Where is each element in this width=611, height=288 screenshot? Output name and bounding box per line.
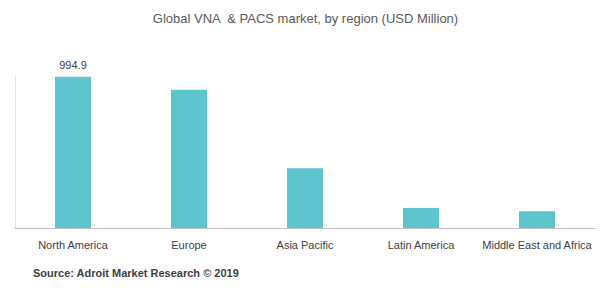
- svg-text:Source: Adroit Market Research: Source: Adroit Market Research © 2019: [33, 267, 239, 279]
- svg-text:Middle East and Africa: Middle East and Africa: [482, 239, 592, 251]
- svg-text:Europe: Europe: [171, 239, 206, 251]
- svg-text:994.9: 994.9: [59, 59, 87, 71]
- svg-text:North America: North America: [38, 239, 109, 251]
- svg-text:Asia Pacific: Asia Pacific: [277, 239, 334, 251]
- svg-text:Latin America: Latin America: [388, 239, 456, 251]
- svg-text:Global VNA & PACS market, by: Global VNA & PACS market, by region (USD…: [153, 11, 458, 26]
